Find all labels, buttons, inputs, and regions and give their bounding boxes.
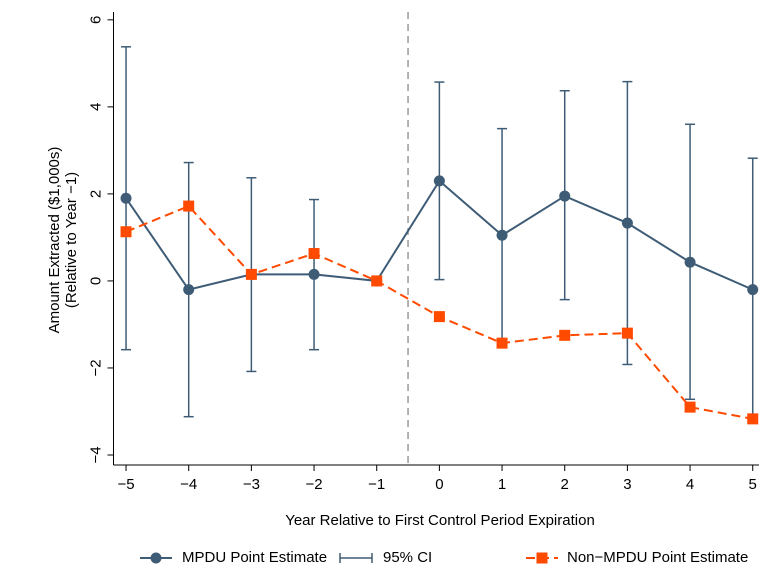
x-tick-label: 3 xyxy=(623,476,631,493)
point xyxy=(559,190,571,202)
point xyxy=(559,329,571,341)
x-tick-label: −2 xyxy=(305,476,322,493)
point xyxy=(496,337,508,349)
point xyxy=(747,284,759,296)
point xyxy=(308,248,320,260)
y-tick-label: 2 xyxy=(87,190,104,198)
x-tick-label: −1 xyxy=(368,476,385,493)
legend-label: Non−MPDU Point Estimate xyxy=(567,549,748,566)
point xyxy=(245,268,257,280)
point xyxy=(120,192,132,204)
x-tick-label: −5 xyxy=(117,476,134,493)
y-axis-label: Amount Extracted ($1,000s) xyxy=(46,147,63,334)
x-tick-label: 1 xyxy=(498,476,506,493)
y-tick-label: 6 xyxy=(87,16,104,24)
point xyxy=(621,327,633,339)
x-tick-label: −3 xyxy=(243,476,260,493)
point xyxy=(621,217,633,229)
x-tick-label: 5 xyxy=(749,476,757,493)
x-tick-label: −4 xyxy=(180,476,197,493)
y-tick-label: −2 xyxy=(87,359,104,376)
y-tick-label: 0 xyxy=(87,277,104,285)
x-tick-label: 0 xyxy=(435,476,443,493)
point xyxy=(684,401,696,413)
point xyxy=(183,200,195,212)
x-tick-label: 4 xyxy=(686,476,694,493)
point xyxy=(433,311,445,323)
y-axis-label: (Relative to Year −1) xyxy=(63,172,80,308)
point xyxy=(308,268,320,280)
legend-symbol xyxy=(536,552,548,564)
point xyxy=(747,413,759,425)
y-tick-label: 4 xyxy=(87,103,104,111)
x-axis-label: Year Relative to First Control Period Ex… xyxy=(285,512,595,529)
legend-symbol xyxy=(150,552,162,564)
point xyxy=(183,284,195,296)
legend-label: 95% CI xyxy=(383,549,432,566)
legend-label: MPDU Point Estimate xyxy=(182,549,327,566)
point xyxy=(120,226,132,238)
point xyxy=(684,256,696,268)
y-tick-label: −4 xyxy=(87,446,104,463)
point xyxy=(496,229,508,241)
point xyxy=(371,275,383,287)
point xyxy=(433,175,445,187)
x-tick-label: 2 xyxy=(561,476,569,493)
